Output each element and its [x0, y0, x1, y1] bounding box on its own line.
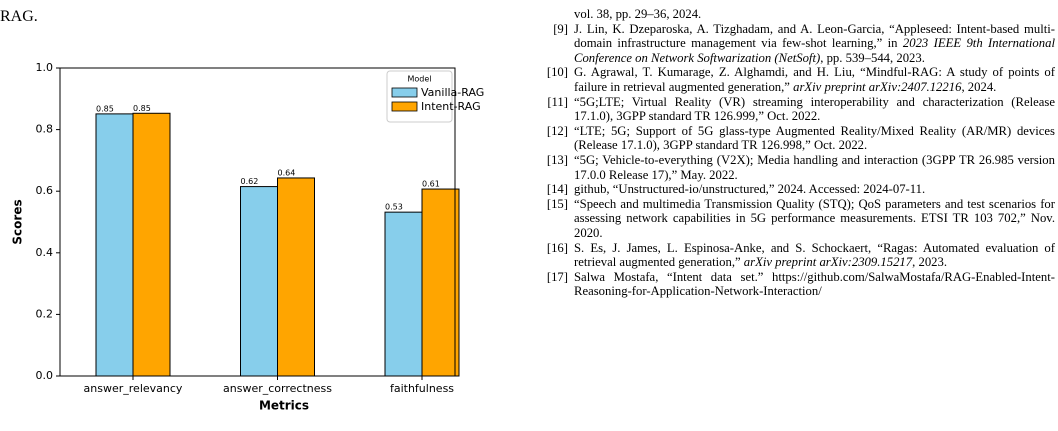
- caption-tail: RAG.: [0, 8, 38, 25]
- reference-number: [15]: [546, 196, 568, 211]
- bar: [132, 112, 171, 377]
- legend-label: Vanilla-RAG: [421, 86, 484, 99]
- reference-part: “Speech and multimedia Transmission Qual…: [574, 196, 1055, 240]
- reference-text: S. Es, J. James, L. Espinosa-Anke, and S…: [574, 241, 1055, 270]
- reference-text: “5G;LTE; Virtual Reality (VR) streaming …: [574, 95, 1055, 124]
- reference: [17] Salwa Mostafa, “Intent data set.” ht…: [540, 270, 1055, 299]
- legend-label: Intent-RAG: [421, 100, 481, 113]
- reference-number: [10]: [546, 65, 568, 80]
- reference-text: Salwa Mostafa, “Intent data set.” https:…: [574, 270, 1055, 299]
- reference-part: github, “Unstructured-io/unstructured,” …: [574, 182, 926, 197]
- reference-number: [16]: [546, 240, 568, 255]
- legend-swatch: [391, 87, 418, 98]
- bar: [240, 186, 278, 377]
- reference-number: [9]: [553, 21, 568, 36]
- reference-continuation: vol. 38, pp. 29–36, 2024.: [574, 7, 702, 21]
- value-label: 0.53: [385, 203, 403, 212]
- reference-part: Salwa Mostafa, “Intent data set.” https:…: [574, 269, 1055, 299]
- y-tick-label: 1.0: [36, 61, 54, 74]
- reference-text: G. Agrawal, T. Kumarage, Z. Alghamdi, an…: [574, 65, 1055, 94]
- reference-text: J. Lin, K. Dzeparoska, A. Tizghadam, and…: [574, 22, 1055, 66]
- reference: [9] J. Lin, K. Dzeparoska, A. Tizghadam, …: [540, 22, 1055, 66]
- value-label: 0.62: [241, 177, 259, 186]
- reference: [12] “LTE; 5G; Support of 5G glass-type A…: [540, 124, 1055, 153]
- value-label: 0.85: [133, 104, 151, 113]
- x-tick-label: answer_relevancy: [84, 382, 183, 395]
- reference-venue: arXiv preprint arXiv:2309.15217: [743, 255, 913, 270]
- references: vol. 38, pp. 29–36, 2024. [9] J. Lin, K. …: [540, 7, 1055, 299]
- x-axis-title: Metrics: [259, 399, 309, 413]
- reference-text: github, “Unstructured-io/unstructured,” …: [574, 182, 1055, 197]
- y-axis-title: Scores: [11, 199, 25, 244]
- reference: [10] G. Agrawal, T. Kumarage, Z. Alghamdi…: [540, 65, 1055, 94]
- x-tick-label: faithfulness: [390, 382, 454, 395]
- y-tick-label: 0.0: [36, 369, 54, 382]
- reference: [11] “5G;LTE; Virtual Reality (VR) stream…: [540, 95, 1055, 124]
- reference-part: “LTE; 5G; Support of 5G glass-type Augme…: [574, 123, 1055, 153]
- reference-number: [12]: [546, 123, 568, 138]
- bar: [421, 188, 460, 377]
- reference-venue: 2023 IEEE 9th International Conference o…: [574, 36, 1055, 65]
- value-label: 0.85: [96, 104, 114, 113]
- bar: [384, 211, 423, 377]
- reference-venue: arXiv preprint arXiv:2407.12216: [793, 79, 962, 94]
- y-tick-label: 0.8: [36, 123, 54, 136]
- reference-part: , pp. 539–544, 2023.: [820, 50, 925, 65]
- reference-part: “5G; Vehicle-to-everything (V2X); Media …: [574, 152, 1055, 182]
- chart: Metrics Scores 0.0 0.2 0.4 0.6 0.8 1.0 answer_…: [11, 61, 485, 413]
- reference-part: S. Es, J. James, L. Espinosa-Anke, and S…: [574, 240, 1055, 270]
- reference-part: J. Lin, K. Dzeparoska, A. Tizghadam, and…: [574, 21, 1055, 51]
- y-tick-label: 0.2: [36, 307, 54, 320]
- reference: [15] “Speech and multimedia Transmission …: [540, 197, 1055, 241]
- y-tick-label: 0.6: [36, 184, 54, 197]
- reference-number: [11]: [547, 94, 568, 109]
- reference-part: G. Agrawal, T. Kumarage, Z. Alghamdi, an…: [574, 65, 1055, 94]
- legend-swatch: [391, 101, 418, 112]
- bar: [95, 113, 134, 377]
- reference-number: [13]: [546, 152, 568, 167]
- value-label: 0.61: [422, 180, 440, 189]
- reference: [16] S. Es, J. James, L. Espinosa-Anke, a…: [540, 241, 1055, 270]
- bar: [277, 177, 315, 377]
- reference: [13] “5G; Vehicle-to-everything (V2X); Me…: [540, 153, 1055, 182]
- y-tick-label: 0.4: [36, 246, 54, 259]
- value-label: 0.64: [278, 168, 296, 177]
- reference-part: “5G;LTE; Virtual Reality (VR) streaming …: [574, 94, 1055, 124]
- reference-text: “LTE; 5G; Support of 5G glass-type Augme…: [574, 124, 1055, 153]
- reference-text: “Speech and multimedia Transmission Qual…: [574, 197, 1055, 241]
- reference-part: , 2023.: [912, 255, 948, 270]
- x-tick-label: answer_correctness: [223, 382, 332, 395]
- reference: [14] github, “Unstructured-io/unstructure…: [540, 182, 1055, 197]
- plot-frame: [59, 67, 456, 377]
- reference-number: [17]: [546, 269, 568, 284]
- legend-title: Model: [407, 75, 431, 84]
- reference-text: “5G; Vehicle-to-everything (V2X); Media …: [574, 153, 1055, 182]
- reference-part: , 2024.: [961, 79, 997, 94]
- reference-number: [14]: [546, 182, 568, 197]
